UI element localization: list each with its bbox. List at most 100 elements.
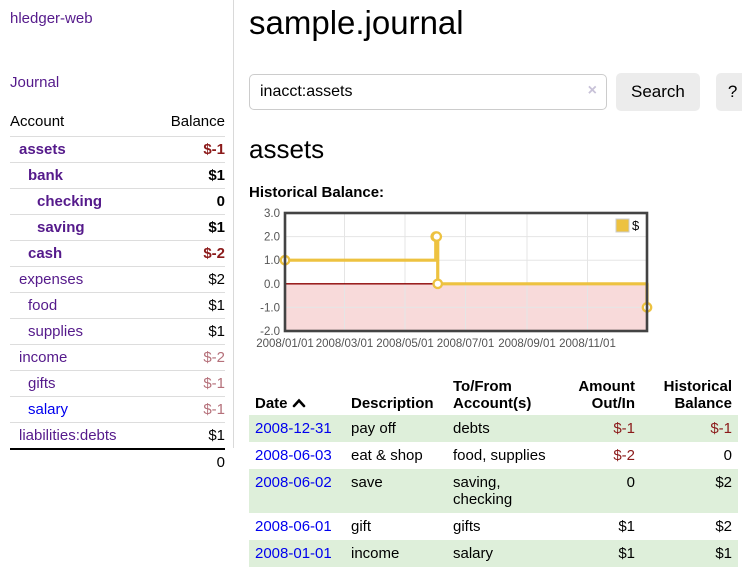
search-button[interactable]: Search [616, 73, 700, 111]
svg-text:2008/11/01: 2008/11/01 [559, 338, 616, 350]
search-row: × Search ? [249, 73, 742, 111]
transaction-row: 2008-06-03 eat & shop food, supplies $-2 0 [249, 442, 738, 469]
account-name-cell: liabilities:debts [10, 422, 153, 449]
register-header-tofrom: To/From Account(s) [453, 378, 532, 412]
app-layout: hledger-web Journal Account Balance asse… [0, 0, 742, 567]
account-row: bank $1 [10, 162, 225, 189]
register-header-date[interactable]: Date [249, 375, 345, 415]
account-row: liabilities:debts $1 [10, 422, 225, 449]
account-balance: $2 [152, 266, 225, 293]
transaction-date-link[interactable]: 2008-06-02 [255, 474, 332, 491]
sidebar-item-journal[interactable]: Journal [10, 74, 60, 91]
chart-heading: Historical Balance: [249, 184, 385, 201]
transaction-date-link[interactable]: 2008-01-01 [255, 545, 332, 562]
date-cell: 2008-12-31 [249, 415, 345, 442]
sidebar-account-link[interactable]: food [28, 297, 58, 314]
transaction-date-link[interactable]: 2008-12-31 [255, 420, 332, 437]
accounts-total-row: 0 [10, 448, 225, 475]
description-cell: gift [351, 518, 372, 535]
svg-text:2008/09/01: 2008/09/01 [498, 338, 556, 350]
svg-text:$: $ [632, 218, 640, 233]
transaction-row: 2008-06-02 save saving, checking 0 $2 [249, 469, 738, 513]
svg-text:-2.0: -2.0 [260, 326, 280, 338]
accounts-cell: debts [453, 420, 490, 437]
account-row: cash $-2 [10, 240, 225, 267]
balance-cell: $2 [715, 474, 732, 491]
date-cell: 2008-06-01 [249, 513, 345, 540]
account-row: income $-2 [10, 344, 225, 371]
sidebar-account-link[interactable]: saving [37, 219, 85, 236]
svg-text:2008/07/01: 2008/07/01 [437, 338, 495, 350]
account-row: gifts $-1 [10, 370, 225, 397]
amount-cell: 0 [626, 474, 635, 491]
help-button[interactable]: ? [715, 73, 742, 111]
search-input[interactable] [249, 74, 607, 110]
account-row: food $1 [10, 292, 225, 319]
description-cell: income [351, 545, 400, 562]
account-name-cell: food [10, 292, 153, 319]
accounts-cell: saving, checking [453, 474, 513, 508]
accounts-total-spacer [10, 448, 153, 475]
legend-swatch [615, 218, 630, 233]
amount-cell: $-2 [613, 447, 635, 464]
register-header-row: Date Description To/From Account(s) Amount Ou… [249, 375, 738, 415]
account-name-cell: bank [10, 162, 153, 189]
register-header-amount: Amount Out/In [578, 378, 635, 412]
account-row: saving $1 [10, 214, 225, 241]
account-name-cell: cash [10, 240, 153, 267]
transaction-row: 2008-06-01 gift gifts $1 $2 [249, 513, 738, 540]
page-title: sample.journal [249, 4, 464, 41]
svg-text:2008/05/01: 2008/05/01 [376, 338, 434, 350]
register-header-description: Description [351, 395, 434, 412]
sidebar-account-link[interactable]: salary [28, 401, 69, 418]
register-table: Date Description To/From Account(s) Amount Ou… [249, 375, 738, 567]
date-cell: 2008-01-01 [249, 540, 345, 567]
chevron-up-icon [292, 398, 305, 408]
transaction-row: 2008-01-01 income salary $1 $1 [249, 540, 738, 567]
sidebar-account-link[interactable]: cash [28, 245, 63, 262]
account-row: expenses $2 [10, 266, 225, 293]
register-header-historical: Historical Balance [663, 378, 732, 412]
description-cell: eat & shop [351, 447, 423, 464]
description-cell: save [351, 474, 383, 491]
account-name-cell: checking [10, 188, 153, 215]
account-balance: $1 [152, 422, 225, 449]
sidebar: hledger-web Journal Account Balance asse… [0, 0, 234, 475]
date-cell: 2008-06-02 [249, 469, 345, 513]
app-title-link[interactable]: hledger-web [10, 10, 93, 27]
transaction-date-link[interactable]: 2008-06-01 [255, 518, 332, 535]
account-balance: $1 [152, 318, 225, 345]
balance-cell: 0 [723, 447, 732, 464]
svg-text:-1.0: -1.0 [260, 302, 280, 314]
account-row: salary $-1 [10, 396, 225, 423]
sidebar-account-link[interactable]: assets [19, 141, 66, 158]
sidebar-account-link[interactable]: checking [37, 193, 103, 210]
account-row: assets $-1 [10, 136, 225, 163]
clear-search-icon[interactable]: × [587, 82, 597, 99]
transaction-date-link[interactable]: 2008-06-03 [255, 447, 332, 464]
sidebar-account-link[interactable]: income [19, 349, 68, 366]
account-balance: $1 [152, 162, 225, 189]
account-balance: $-2 [152, 240, 225, 267]
account-name-cell: assets [10, 136, 153, 163]
accounts-cell: food, supplies [453, 447, 546, 464]
sidebar-account-link[interactable]: expenses [19, 271, 84, 288]
sidebar-account-link[interactable]: bank [28, 167, 64, 184]
sidebar-account-link[interactable]: gifts [28, 375, 56, 392]
sidebar-account-link[interactable]: supplies [28, 323, 84, 340]
sidebar-account-link[interactable]: liabilities:debts [19, 427, 117, 444]
main-content: sample.journal × Search ? assets Histori… [234, 0, 742, 567]
account-name-cell: supplies [10, 318, 153, 345]
transaction-row: 2008-12-31 pay off debts $-1 $-1 [249, 415, 738, 442]
accounts-header-account: Account [10, 113, 65, 130]
svg-text:2008/03/01: 2008/03/01 [316, 338, 374, 350]
svg-text:2008/01/01: 2008/01/01 [256, 338, 314, 350]
account-balance: $-1 [152, 396, 225, 423]
account-name-cell: income [10, 344, 153, 371]
svg-text:3.0: 3.0 [264, 208, 280, 220]
historical-balance-chart: $3.0 2.0 1.0 0.0 -1.0 -2.0 2008/01/01 2008/03/0… [249, 208, 685, 365]
amount-cell: $-1 [613, 420, 635, 437]
amount-cell: $1 [618, 545, 635, 562]
account-balance: $1 [152, 214, 225, 241]
